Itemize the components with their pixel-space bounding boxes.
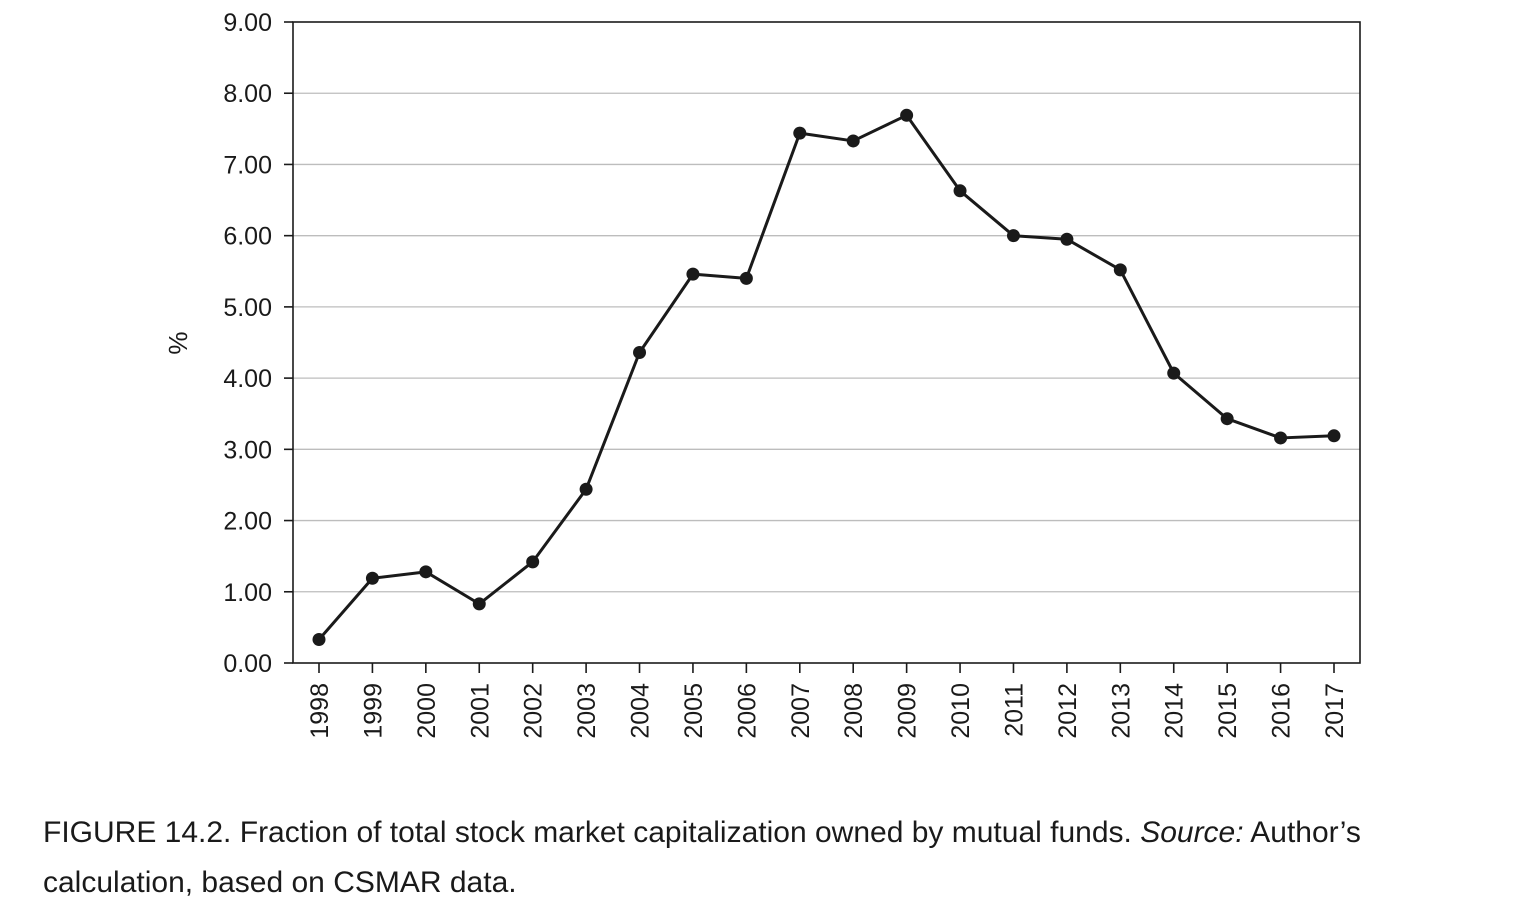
data-point-2014 (1167, 366, 1181, 380)
x-tick-label: 2006 (733, 683, 761, 739)
y-tick-label: 8.00 (223, 80, 272, 108)
data-point-2013 (1113, 263, 1127, 277)
x-tick-label: 2004 (627, 683, 655, 739)
caption-text: Fraction of total stock market capitaliz… (231, 816, 1141, 849)
data-point-2017 (1327, 429, 1341, 443)
y-tick-label: 4.00 (223, 365, 272, 393)
y-tick-label: 7.00 (223, 151, 272, 179)
data-point-2001 (472, 597, 486, 611)
x-tick-label: 2001 (466, 683, 494, 739)
x-tick-label: 2017 (1321, 683, 1349, 739)
data-point-2009 (900, 108, 914, 122)
x-tick-label: 2008 (840, 683, 868, 739)
x-tick-label: 2015 (1214, 683, 1242, 739)
axes (284, 21, 1361, 673)
y-tick-label: 6.00 (223, 223, 272, 251)
y-tick-label: 9.00 (223, 9, 272, 37)
data-point-2000 (419, 565, 433, 579)
y-tick-labels: 0.00 1.00 2.00 3.00 4.00 5.00 6.00 7.00 8.00 9.00 (223, 9, 272, 678)
plot-frame (292, 21, 1361, 664)
chart-figure: 0.00 1.00 2.00 3.00 4.00 5.00 6.00 7.00 8.00 9.00… (163, 9, 1361, 739)
x-tick-label: 2003 (573, 683, 601, 739)
x-tick-label: 2002 (520, 683, 548, 739)
x-tick-label: 2010 (947, 683, 975, 739)
figure-label: FIGURE 14.2. (43, 816, 232, 849)
y-tick-label: 5.00 (223, 294, 272, 322)
x-tick-label: 2012 (1054, 683, 1082, 739)
x-tick-label: 2014 (1161, 683, 1189, 739)
x-tick-label: 2011 (1000, 683, 1028, 737)
source-text: Author’s calculation, based on CSMAR dat… (43, 816, 1361, 899)
x-tick-label: 1998 (306, 683, 334, 739)
data-point-2015 (1220, 412, 1234, 426)
x-tick-label: 2009 (894, 683, 922, 739)
x-tick-label: 2005 (680, 683, 708, 739)
data-point-1998 (312, 632, 326, 646)
data-point-2003 (579, 482, 593, 496)
line-chart: 0.00 1.00 2.00 3.00 4.00 5.00 6.00 7.00 8.00 9.00… (163, 9, 1361, 739)
data-point-2004 (633, 345, 647, 359)
y-axis-label: % (163, 331, 193, 354)
x-tick-label: 2000 (413, 683, 441, 739)
figure-caption: FIGURE 14.2. Fraction of total stock mar… (43, 808, 1503, 908)
source-label: Source: (1140, 816, 1244, 849)
x-tick-label: 1999 (359, 683, 387, 739)
data-point-2008 (846, 134, 860, 148)
data-point-1999 (365, 571, 379, 585)
data-point-2012 (1060, 232, 1074, 246)
data-point-2010 (953, 184, 967, 198)
y-tick-label: 3.00 (223, 436, 272, 464)
data-point-2016 (1274, 431, 1288, 445)
y-tick-label: 1.00 (223, 579, 272, 607)
data-point-2006 (739, 271, 753, 285)
series-line (317, 113, 1335, 641)
data-point-2007 (793, 126, 807, 140)
data-point-2002 (526, 555, 540, 569)
y-tick-label: 0.00 (223, 650, 272, 678)
x-tick-label: 2007 (787, 683, 815, 739)
x-tick-labels: 1998 1999 2000 2001 2002 2003 2004 2005 2006 2007… (306, 683, 1349, 739)
data-point-2011 (1006, 229, 1020, 243)
data-series (312, 108, 1341, 646)
x-tick-label: 2016 (1268, 683, 1296, 739)
y-tick-label: 2.00 (223, 508, 272, 536)
x-tick-label: 2013 (1107, 683, 1135, 739)
gridlines (293, 92, 1360, 593)
data-point-2005 (686, 267, 700, 281)
